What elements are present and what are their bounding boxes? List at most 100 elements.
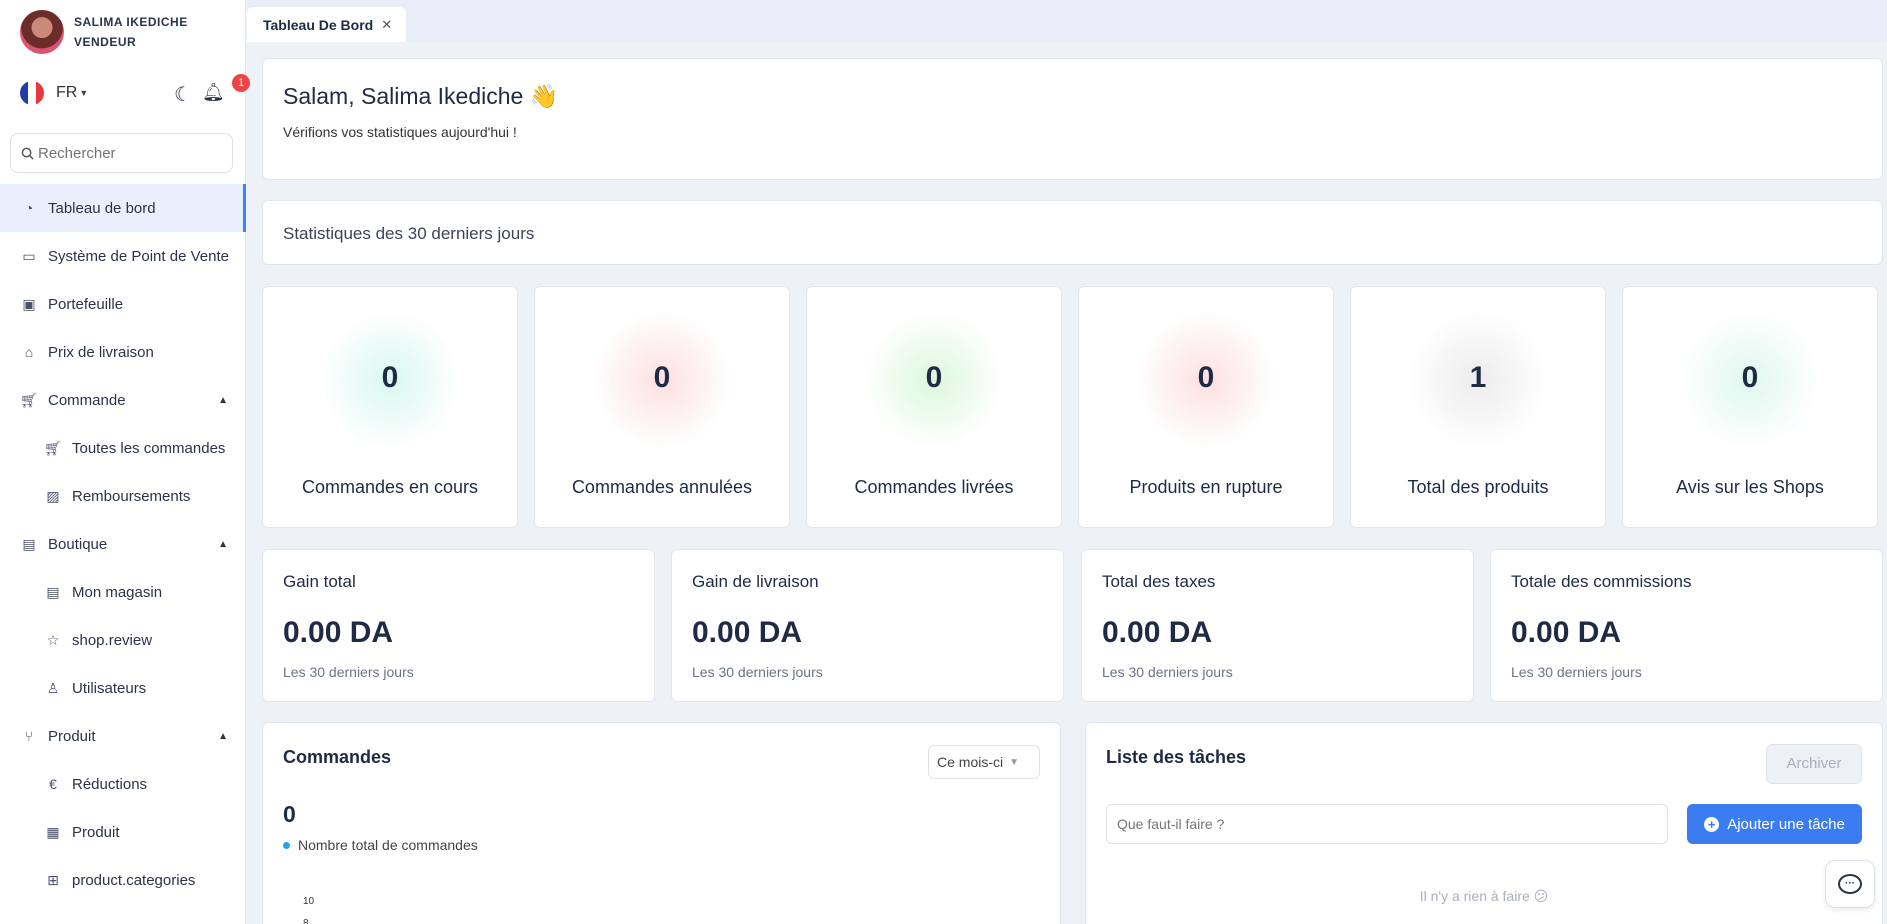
chevron-up-icon[interactable]: ▲: [218, 394, 228, 406]
stat-glow: [1408, 310, 1548, 450]
finance-card-commissions: Totale des commissions 0.00 DA Les 30 de…: [1490, 549, 1883, 702]
chevron-down-icon[interactable]: ▼: [79, 88, 89, 98]
chevron-up-icon[interactable]: ▲: [218, 538, 228, 550]
sidebar-item-label: Portefeuille: [48, 295, 124, 313]
legend-dot: [283, 841, 290, 849]
sidebar-item-label: Produit: [72, 823, 120, 841]
tasks-card: Liste des tâches Archiver + Ajouter une …: [1085, 722, 1883, 924]
archive-button[interactable]: Archiver: [1766, 744, 1862, 784]
sidebar-item-dashboard[interactable]: ◔ Tableau de bord: [0, 184, 246, 232]
stat-label: Commandes en cours: [301, 477, 479, 497]
stat-card-shop-reviews: 0 Avis sur les Shops: [1622, 286, 1878, 528]
finance-title: Total des taxes: [1102, 572, 1216, 591]
sidebar-item-label: Remboursements: [72, 487, 191, 505]
sidebar-item-label: product.categories: [72, 871, 196, 889]
sidebar-item-delivery-price[interactable]: ⌂ Prix de livraison: [0, 328, 246, 376]
stat-card-orders-delivered: 0 Commandes livrées: [806, 286, 1062, 528]
sidebar-item-all-orders[interactable]: 🛒︎ Toutes les commandes: [0, 424, 246, 472]
cart-icon: 🛒︎: [44, 439, 62, 456]
tasks-title: Liste des tâches: [1106, 747, 1247, 767]
search-input[interactable]: [38, 144, 218, 162]
sidebar-item-label: Produit: [48, 727, 96, 745]
chat-button[interactable]: ···: [1825, 860, 1875, 908]
sidebar-nav: ◔ Tableau de bord ▭ Système de Point de …: [0, 184, 246, 904]
store-icon: ▤: [46, 583, 60, 600]
stat-value: 0: [381, 361, 399, 394]
dark-mode-moon-icon[interactable]: ☾: [174, 84, 192, 106]
top-controls: FR ▼ ☾ 🔔︎ 1: [20, 74, 250, 106]
sidebar-item-label: Système de Point de Vente: [48, 247, 229, 265]
stat-glow: [592, 310, 732, 450]
sidebar-item-wallet[interactable]: ▣ Portefeuille: [0, 280, 246, 328]
tab-dashboard[interactable]: Tableau De Bord ✕: [247, 7, 407, 42]
finance-value: 0.00 DA: [1511, 616, 1622, 649]
stat-value: 1: [1469, 361, 1487, 394]
stat-label: Commandes livrées: [854, 477, 1014, 497]
language-selector[interactable]: FR: [56, 84, 78, 101]
stat-label: Avis sur les Shops: [1676, 477, 1824, 497]
product-icon: ▦: [46, 823, 60, 840]
avatar[interactable]: [20, 10, 64, 54]
sidebar-item-label: Commande: [48, 391, 126, 409]
stat-card-total-products: 1 Total des produits: [1350, 286, 1606, 528]
notification-bell-icon[interactable]: 🔔︎: [202, 82, 225, 102]
sidebar-item-shop[interactable]: ▤ Boutique ▲: [0, 520, 246, 568]
sidebar-item-products[interactable]: ▦ Produit: [0, 808, 246, 856]
notification-badge: 1: [232, 74, 250, 92]
stats-title: Statistiques des 30 derniers jours: [283, 224, 535, 243]
chevron-up-icon[interactable]: ▲: [218, 730, 228, 742]
stat-card-out-of-stock: 0 Produits en rupture: [1078, 286, 1334, 528]
stat-label: Total des produits: [1407, 477, 1549, 497]
user-name: SALIMA IKEDICHE: [74, 15, 188, 29]
sidebar-item-categories[interactable]: ⊞ product.categories: [0, 856, 246, 904]
tab-label: Tableau De Bord: [263, 16, 374, 33]
user-profile[interactable]: SALIMA IKEDICHE VENDEUR: [20, 10, 188, 54]
greeting-title: Salam, Salima Ikediche 👋: [283, 83, 559, 109]
sidebar-item-label: Boutique: [48, 535, 108, 553]
delivery-price-icon: ⌂: [24, 344, 34, 360]
france-flag-icon[interactable]: [20, 81, 44, 105]
sidebar-item-label: shop.review: [72, 631, 153, 649]
period-select-value: Ce mois-ci: [937, 754, 1004, 770]
stat-value: 0: [1197, 361, 1215, 394]
stat-card-orders-in-progress: 0 Commandes en cours: [262, 286, 518, 528]
orders-title: Commandes: [283, 747, 392, 767]
greeting-subtitle: Vérifions vos statistiques aujourd'hui !: [283, 124, 517, 140]
greeting-card: Salam, Salima Ikediche 👋 Vérifions vos s…: [262, 58, 1883, 180]
sidebar-item-shop-review[interactable]: ☆ shop.review: [0, 616, 246, 664]
finance-value: 0.00 DA: [1102, 616, 1213, 649]
star-icon: ☆: [46, 631, 60, 648]
sidebar-item-users[interactable]: ♙ Utilisateurs: [0, 664, 246, 712]
euro-icon: €: [49, 776, 57, 792]
finance-value: 0.00 DA: [283, 616, 394, 649]
period-select[interactable]: Ce mois-ci ▼: [928, 745, 1040, 779]
finance-card-taxes: Total des taxes 0.00 DA Les 30 derniers …: [1081, 549, 1474, 702]
tab-bar: Tableau De Bord ✕: [247, 0, 1887, 42]
sidebar-item-discounts[interactable]: € Réductions: [0, 760, 246, 808]
stat-glow: [1136, 310, 1276, 450]
finance-period: Les 30 derniers jours: [692, 664, 823, 680]
sidebar-search[interactable]: [10, 133, 233, 173]
y-axis-tick: 8: [303, 918, 309, 924]
stat-glow: [1680, 310, 1820, 450]
sidebar-item-orders[interactable]: 🛒︎ Commande ▲: [0, 376, 246, 424]
close-icon[interactable]: ✕: [381, 16, 393, 32]
finance-period: Les 30 derniers jours: [283, 664, 414, 680]
sidebar-item-product[interactable]: ⑂ Produit ▲: [0, 712, 246, 760]
y-axis-tick: 10: [303, 896, 315, 907]
add-task-button[interactable]: + Ajouter une tâche: [1687, 804, 1862, 844]
stat-value: 0: [925, 361, 943, 394]
sidebar-item-pos[interactable]: ▭ Système de Point de Vente: [0, 232, 246, 280]
search-icon: [21, 147, 34, 160]
sidebar-item-refunds[interactable]: ▨ Remboursements: [0, 472, 246, 520]
sidebar: SALIMA IKEDICHE VENDEUR FR ▼ ☾ 🔔︎ 1 ◔ Ta…: [0, 0, 250, 924]
sidebar-item-label: Prix de livraison: [48, 343, 154, 361]
legend-label: Nombre total de commandes: [298, 837, 478, 853]
finance-card-delivery-gain: Gain de livraison 0.00 DA Les 30 dernier…: [671, 549, 1064, 702]
stat-value: 0: [653, 361, 671, 394]
grid-icon: ⊞: [47, 871, 59, 888]
stat-glow: [864, 310, 1004, 450]
sidebar-item-my-store[interactable]: ▤ Mon magasin: [0, 568, 246, 616]
user-role: VENDEUR: [74, 35, 137, 49]
task-input[interactable]: [1106, 804, 1668, 844]
